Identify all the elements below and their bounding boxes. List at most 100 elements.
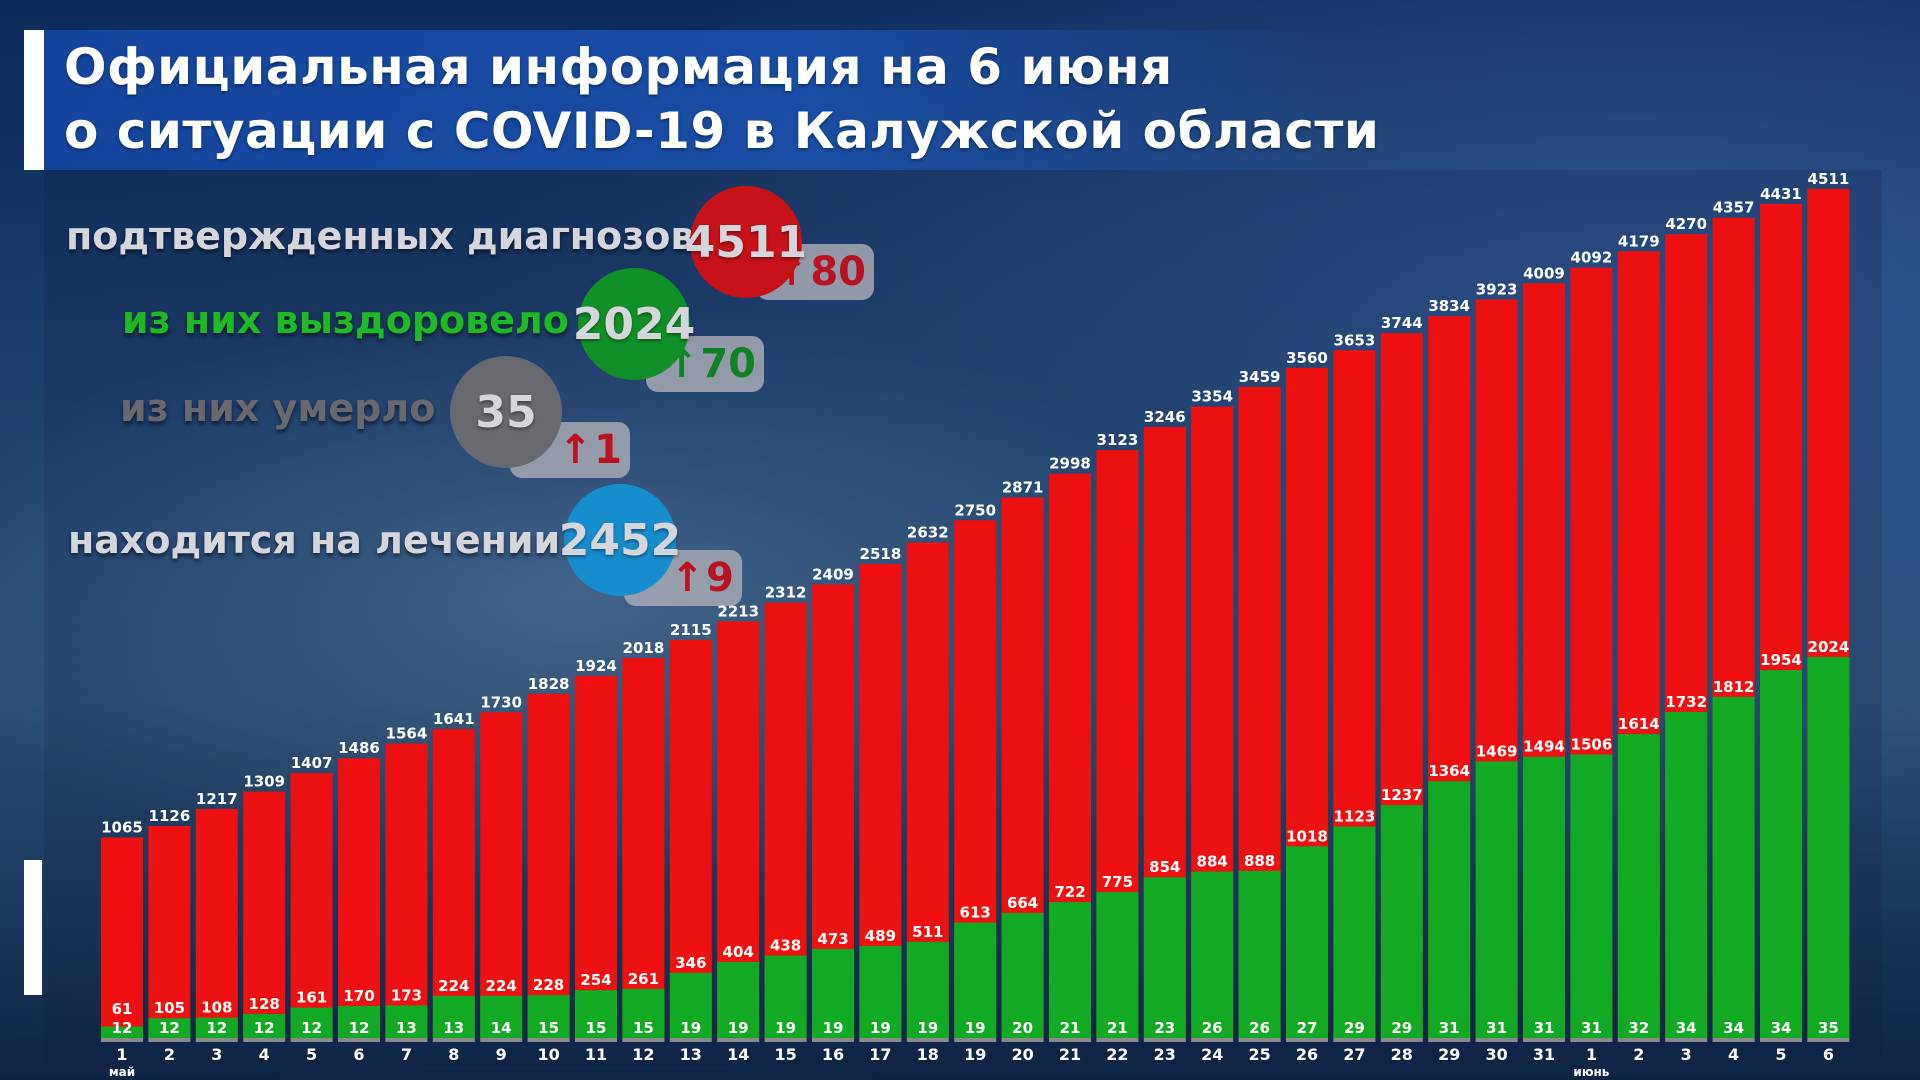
x-tick-label: 14 xyxy=(727,1045,749,1064)
bar-label-deaths: 21 xyxy=(1060,1019,1081,1037)
bar-confirmed xyxy=(338,758,380,1038)
bar-recovered xyxy=(906,941,949,1038)
bar-label-confirmed: 1065 xyxy=(101,819,143,837)
bar-confirmed xyxy=(243,791,286,1038)
bar-label-deaths: 19 xyxy=(680,1019,701,1037)
x-tick-label: 25 xyxy=(1248,1045,1270,1064)
bar-label-confirmed: 3123 xyxy=(1097,431,1139,449)
bar-label-recovered: 105 xyxy=(154,999,185,1017)
bar-recovered xyxy=(575,990,617,1038)
bar-label-deaths: 15 xyxy=(586,1019,607,1037)
bar-label-confirmed: 3560 xyxy=(1286,349,1328,367)
bar-label-deaths: 34 xyxy=(1676,1019,1697,1037)
bar-label-deaths: 12 xyxy=(301,1019,322,1037)
page-title-line-1: Официальная информация на 6 июня xyxy=(64,38,1173,96)
bar-recovered xyxy=(1617,734,1660,1038)
bar-label-deaths: 21 xyxy=(1107,1019,1128,1037)
bar-confirmed xyxy=(290,773,333,1038)
bar-label-deaths: 31 xyxy=(1439,1019,1460,1037)
month-label: июнь xyxy=(1573,1065,1609,1079)
bar-label-confirmed: 1730 xyxy=(480,693,522,711)
x-tick-label: 12 xyxy=(632,1045,654,1064)
bar-label-confirmed: 4431 xyxy=(1760,185,1802,203)
stat-deaths-delta-value: 1 xyxy=(594,427,622,473)
bar-recovered xyxy=(1475,761,1518,1038)
bar-deaths-strip xyxy=(385,1038,428,1042)
bar-label-recovered: 346 xyxy=(675,954,706,972)
bar-label-recovered: 1123 xyxy=(1334,808,1376,826)
bar-label-confirmed: 2871 xyxy=(1002,479,1044,497)
bar-label-recovered: 1812 xyxy=(1713,678,1755,696)
bar-label-confirmed: 1641 xyxy=(433,710,475,728)
bar-recovered xyxy=(385,1005,428,1038)
bar-recovered xyxy=(1096,892,1139,1038)
bar-label-recovered: 2024 xyxy=(1808,638,1850,656)
bar-deaths-strip xyxy=(1617,1038,1660,1042)
bar-deaths-strip xyxy=(1049,1038,1091,1042)
bar-recovered xyxy=(1523,756,1565,1038)
title-banner xyxy=(24,30,1344,170)
bar-label-deaths: 26 xyxy=(1249,1019,1270,1037)
bar-label-recovered: 1506 xyxy=(1571,735,1613,753)
bar-recovered xyxy=(1380,805,1423,1038)
x-tick-label: 3 xyxy=(1681,1045,1692,1064)
bar-label-confirmed: 2409 xyxy=(812,565,854,583)
bar-label-confirmed: 1564 xyxy=(386,725,428,743)
bar-confirmed xyxy=(527,693,570,1038)
bar-deaths-strip xyxy=(812,1038,854,1042)
bar-label-recovered: 108 xyxy=(201,999,232,1017)
bar-label-deaths: 31 xyxy=(1486,1019,1507,1037)
bar-deaths-strip xyxy=(243,1038,286,1042)
bar-deaths-strip xyxy=(622,1038,665,1042)
bar-label-deaths: 27 xyxy=(1297,1019,1318,1037)
bar-recovered xyxy=(1143,877,1186,1038)
bar-deaths-strip xyxy=(1428,1038,1471,1042)
bar-label-deaths: 29 xyxy=(1344,1019,1365,1037)
stat-confirmed-label: подтвержденных диагнозов xyxy=(66,214,694,258)
x-tick-label: 28 xyxy=(1391,1045,1413,1064)
bar-recovered xyxy=(669,972,712,1038)
bar-label-deaths: 20 xyxy=(1012,1019,1033,1037)
page-title-line-2: о ситуации с COVID-19 в Калужской област… xyxy=(64,102,1380,160)
x-tick-label: 6 xyxy=(353,1045,364,1064)
bar-label-confirmed: 3923 xyxy=(1476,280,1518,298)
bar-label-deaths: 34 xyxy=(1771,1019,1792,1037)
bar-recovered xyxy=(1712,696,1755,1038)
bar-label-recovered: 489 xyxy=(865,927,896,945)
bar-deaths-strip xyxy=(764,1038,807,1042)
x-tick-label: 10 xyxy=(537,1045,559,1064)
bar-label-recovered: 224 xyxy=(486,977,517,995)
bar-recovered xyxy=(527,995,570,1038)
bar-label-recovered: 261 xyxy=(628,970,659,988)
bar-recovered xyxy=(1001,912,1044,1038)
bar-label-deaths: 35 xyxy=(1818,1019,1839,1037)
bar-deaths-strip xyxy=(1712,1038,1755,1042)
bar-label-deaths: 26 xyxy=(1202,1019,1223,1037)
stat-deaths-circle: 35 xyxy=(450,356,562,468)
bar-deaths-strip xyxy=(148,1038,191,1042)
bar-deaths-strip xyxy=(1191,1038,1234,1042)
bar-label-confirmed: 3354 xyxy=(1191,388,1233,406)
bar-label-recovered: 1732 xyxy=(1665,693,1707,711)
bar-confirmed xyxy=(622,658,665,1038)
bar-recovered xyxy=(1807,656,1850,1038)
bar-label-recovered: 722 xyxy=(1054,883,1085,901)
bar-label-deaths: 12 xyxy=(206,1019,227,1037)
bar-recovered xyxy=(1333,826,1376,1038)
bar-deaths-strip xyxy=(1665,1038,1708,1042)
x-tick-label: 13 xyxy=(680,1045,702,1064)
bar-label-deaths: 12 xyxy=(112,1019,133,1037)
bar-label-confirmed: 2632 xyxy=(907,523,949,541)
bar-label-deaths: 19 xyxy=(917,1019,938,1037)
bar-recovered xyxy=(1238,870,1281,1038)
bar-recovered xyxy=(1428,781,1471,1038)
bar-label-confirmed: 4009 xyxy=(1523,264,1565,282)
bar-confirmed xyxy=(575,675,617,1038)
bar-deaths-strip xyxy=(1096,1038,1139,1042)
bar-label-recovered: 1954 xyxy=(1760,651,1802,669)
bar-recovered xyxy=(812,948,854,1038)
bar-label-recovered: 1364 xyxy=(1428,762,1470,780)
x-tick-label: 4 xyxy=(259,1045,270,1064)
x-tick-label: 24 xyxy=(1201,1045,1223,1064)
bar-confirmed xyxy=(385,743,428,1038)
